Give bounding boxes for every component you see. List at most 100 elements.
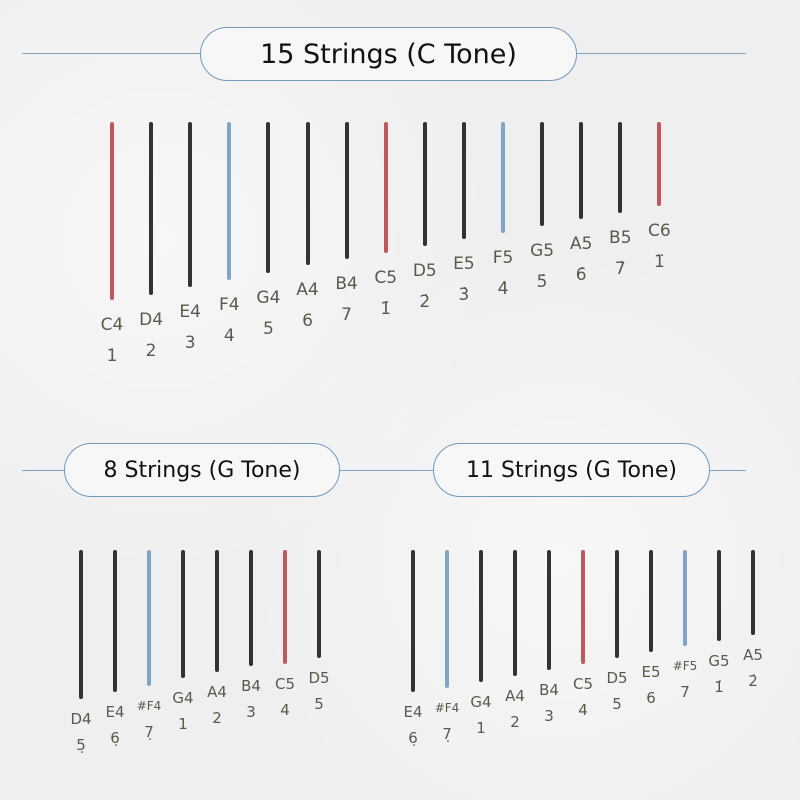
degree-label: 2 — [212, 709, 222, 727]
string-D4 — [149, 122, 154, 295]
degree-label: 1 — [476, 719, 486, 737]
divider-line-bottom — [22, 470, 746, 471]
degree-label: 7 — [680, 683, 690, 701]
degree-label: 7̣ — [442, 725, 452, 743]
string-G5 — [717, 550, 721, 641]
degree-label: 3 — [544, 707, 554, 725]
degree-label: 4̇ — [497, 279, 509, 299]
note-label: G5 — [708, 652, 730, 670]
string-E4 — [188, 122, 193, 287]
note-label: #F4 — [136, 699, 162, 713]
degree-label: 6̇ — [575, 265, 587, 285]
string-E4 — [113, 550, 117, 692]
note-label: E5 — [641, 663, 661, 681]
string-F4 — [227, 122, 232, 280]
degree-label: 2 — [510, 713, 520, 731]
degree-label: 1̇ — [380, 299, 392, 319]
note-label: G5 — [530, 241, 555, 261]
string-D4 — [79, 550, 83, 699]
degree-label: 2̇ — [748, 672, 758, 690]
degree-label: 6̣ — [110, 729, 120, 747]
note-label: F4 — [218, 295, 240, 315]
degree-label: 4 — [223, 326, 235, 346]
degree-label: 2̇ — [419, 292, 431, 312]
note-label: C5 — [274, 675, 296, 693]
degree-label: 1 — [178, 715, 188, 733]
note-label: G4 — [256, 288, 281, 308]
note-label: B4 — [241, 677, 261, 695]
note-label: A4 — [505, 687, 525, 705]
note-label: A5 — [743, 646, 763, 664]
note-label: C5 — [374, 268, 398, 288]
note-label: B5 — [609, 228, 632, 248]
note-label: D4 — [70, 710, 92, 728]
degree-label: 2 — [145, 341, 157, 361]
degree-label: 7̣ — [144, 723, 154, 741]
note-label: G4 — [172, 689, 194, 707]
string-B4 — [344, 122, 349, 259]
degree-label: 1̇ — [714, 678, 724, 696]
string-D5 — [422, 122, 427, 246]
string-G5 — [540, 122, 545, 226]
degree-label: 6̣ — [408, 729, 418, 747]
string-A4 — [215, 550, 219, 672]
note-label: C5 — [572, 675, 594, 693]
degree-label: 5 — [612, 695, 622, 713]
note-label: C6 — [648, 221, 671, 241]
degree-label: 3̇ — [458, 285, 470, 305]
note-label: A4 — [207, 683, 227, 701]
degree-label: 3 — [184, 333, 196, 353]
note-label: A5 — [569, 234, 593, 254]
panel-title-15-strings: 15 Strings (C Tone) — [200, 27, 577, 81]
string-E4 — [411, 550, 415, 692]
degree-label: 4 — [280, 701, 290, 719]
note-label: E4 — [179, 302, 201, 322]
degree-label: 5̣ — [76, 736, 86, 754]
string-sharp-F4 — [147, 550, 151, 686]
string-C6 — [657, 122, 662, 206]
note-label: C4 — [100, 315, 124, 335]
degree-label: 6 — [646, 689, 656, 707]
degree-label: 1 — [106, 346, 118, 366]
string-A4 — [305, 122, 310, 265]
note-label: D5 — [606, 669, 628, 687]
degree-label: 6 — [302, 311, 313, 331]
note-label: E4 — [105, 703, 125, 721]
string-sharp-F5 — [683, 550, 687, 646]
note-label: A4 — [296, 280, 319, 300]
degree-label: 7̇ — [614, 259, 626, 279]
note-label: #F5 — [672, 659, 698, 673]
note-label: B4 — [335, 274, 358, 294]
note-label: E4 — [403, 703, 423, 721]
note-label: D5 — [412, 261, 437, 281]
note-label: G4 — [470, 693, 492, 711]
note-label: #F4 — [434, 701, 460, 715]
string-D5 — [615, 550, 619, 658]
degree-label: 4 — [578, 701, 588, 719]
string-E5 — [461, 122, 466, 239]
degree-label: 5̇ — [536, 272, 548, 292]
string-A4 — [513, 550, 517, 676]
degree-label: 7 — [341, 305, 353, 325]
string-B4 — [547, 550, 551, 670]
degree-label: 5 — [262, 319, 274, 339]
string-A5 — [751, 550, 755, 635]
degree-label: 1̈ — [653, 252, 665, 272]
note-label: D4 — [139, 310, 164, 330]
string-C5 — [581, 550, 585, 664]
string-C5 — [283, 550, 287, 664]
string-G4 — [266, 122, 271, 273]
degree-label: 5 — [314, 695, 324, 713]
note-label: E5 — [453, 254, 475, 274]
string-E5 — [649, 550, 653, 652]
degree-label: 3 — [246, 703, 256, 721]
string-C5 — [383, 122, 388, 253]
note-label: B4 — [539, 681, 559, 699]
string-G4 — [181, 550, 185, 678]
string-C4 — [110, 122, 114, 300]
string-G4 — [479, 550, 483, 682]
string-sharp-F4 — [445, 550, 449, 688]
string-B5 — [618, 122, 623, 213]
string-B4 — [249, 550, 253, 666]
string-D5 — [317, 550, 321, 658]
